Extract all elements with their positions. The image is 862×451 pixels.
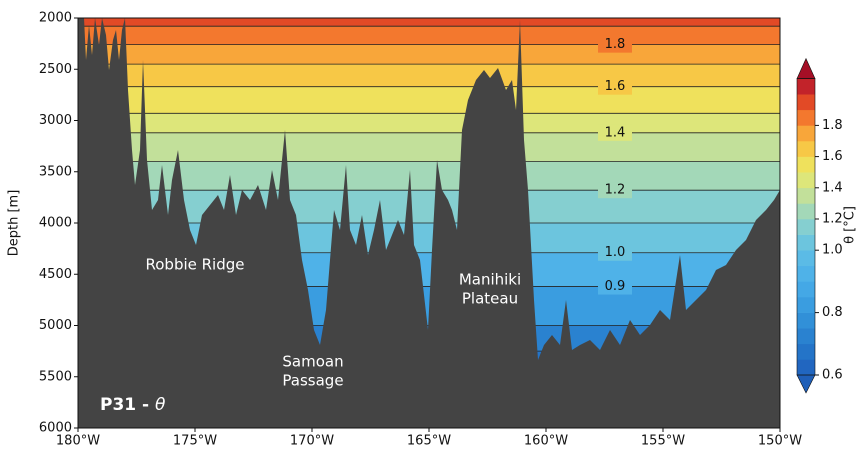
colorbar-tick-label: 1.8 [822, 118, 843, 133]
isotherm-label: 1.2 [605, 183, 626, 198]
isotherm-label: 1.0 [605, 245, 626, 260]
colorbar-segment [797, 172, 815, 189]
colorbar-segment [797, 265, 815, 282]
temperature-band [78, 44, 780, 65]
temperature-band [78, 190, 780, 223]
isotherm-label-bg [598, 182, 632, 199]
colorbar-segment [797, 125, 815, 142]
x-tick-label: 170°W [290, 434, 334, 449]
y-tick-label: 5000 [39, 318, 72, 333]
colorbar-segment [797, 297, 815, 313]
colorbar-segment [797, 343, 815, 360]
isotherm-label-bg [598, 244, 632, 261]
colorbar-tick-label: 0.8 [822, 305, 843, 320]
colorbar-segment [797, 94, 815, 111]
colorbar-segment [797, 203, 815, 220]
y-tick-label: 2500 [39, 62, 72, 77]
bathymetry [78, 18, 780, 428]
annotation: Passage [282, 372, 343, 390]
y-tick-label: 2000 [39, 11, 72, 26]
x-tick-label: 160°W [524, 434, 568, 449]
temperature-band [78, 26, 780, 45]
temperature-band [78, 86, 780, 114]
temperature-band [78, 132, 780, 162]
colorbar-frame [796, 78, 816, 376]
colorbar-segment [797, 234, 815, 251]
y-tick-label: 3000 [39, 113, 72, 128]
isotherm-label: 0.9 [605, 279, 626, 294]
colorbar-segment [797, 141, 815, 157]
temperature-band [78, 161, 780, 191]
isotherm-label-bg [598, 36, 632, 53]
colorbar-segment [797, 187, 815, 204]
x-tick-label: 155°W [641, 434, 685, 449]
isotherm-label: 1.4 [605, 125, 626, 140]
y-tick-label: 4500 [39, 267, 72, 282]
isotherm-label: 1.6 [605, 79, 626, 94]
colorbar-extend-top [796, 57, 816, 79]
colorbar-tick-label: 1.6 [822, 149, 843, 164]
temperature-band [78, 18, 780, 27]
colorbar-tick-label: 0.6 [822, 368, 843, 383]
y-tick-label: 4000 [39, 216, 72, 231]
annotation: Robbie Ridge [146, 256, 245, 274]
colorbar-segment [797, 78, 815, 95]
colorbar-segment [797, 219, 815, 235]
colorbar-segment [797, 281, 815, 298]
annotation: Samoan [282, 353, 343, 371]
colorbar-tick-label: 1.2 [822, 212, 843, 227]
colorbar-segment [797, 250, 815, 267]
y-tick-label: 5500 [39, 369, 72, 384]
x-tick-label: 175°W [173, 434, 217, 449]
x-tick-label: 165°W [407, 434, 451, 449]
colorbar-tick-label: 1.4 [822, 180, 843, 195]
annotation: Plateau [462, 290, 518, 308]
isotherm-label-bg [598, 124, 632, 141]
colorbar-extend-bottom [796, 374, 816, 394]
colorbar-label: θ [°C] [843, 206, 858, 244]
colorbar-segment [797, 359, 815, 376]
title-text: P31 - [100, 395, 149, 415]
colorbar-tick-label: 1.0 [822, 243, 843, 258]
colorbar-segment [797, 312, 815, 329]
colorbar-segment [797, 109, 815, 126]
isotherm-label-bg [598, 278, 632, 295]
colorbar-segment [797, 156, 815, 173]
annotation: Manihiki [459, 271, 521, 289]
colorbar-segment [797, 328, 815, 345]
y-tick-label: 3500 [39, 164, 72, 179]
y-tick-label: 6000 [39, 421, 72, 436]
y-axis-label: Depth [m] [7, 190, 22, 257]
x-tick-label: 150°W [758, 434, 802, 449]
isotherm-label: 1.8 [605, 37, 626, 52]
isotherm-label-bg [598, 78, 632, 95]
chart-title: P31 - θ [100, 395, 166, 415]
x-tick-label: 180°W [56, 434, 100, 449]
title-symbol: θ [155, 395, 166, 415]
temperature-band [78, 64, 780, 87]
temperature-band [78, 113, 780, 133]
